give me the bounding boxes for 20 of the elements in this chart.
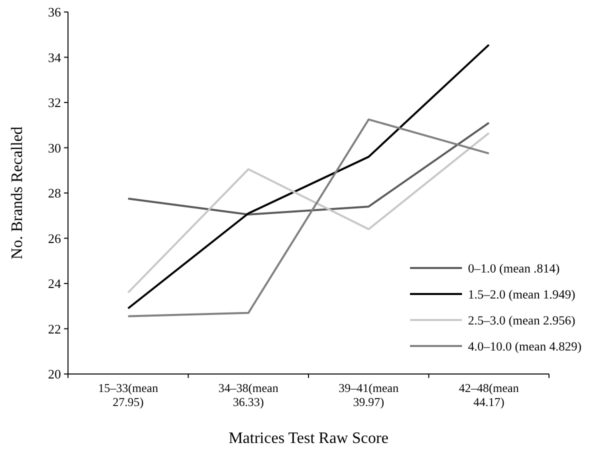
x-axis-title: Matrices Test Raw Score — [228, 430, 388, 447]
x-tick-label: 39–41(mean 39.97) — [338, 381, 399, 409]
y-tick-label: 22 — [48, 321, 61, 336]
y-tick-label: 20 — [48, 366, 61, 382]
x-tick-label: 34–38(mean 36.33) — [218, 381, 278, 409]
y-tick-label: 28 — [48, 186, 61, 201]
y-tick-label: 24 — [48, 276, 62, 292]
legend-label: 2.5–3.0 (mean 2.956) — [468, 313, 576, 328]
y-tick-label: 36 — [48, 4, 62, 20]
x-tick-label: 15–33(mean 27.95) — [98, 381, 158, 409]
y-axis-title: No. Brands Recalled — [9, 126, 26, 260]
x-tick-label: 42–48(mean 44.17) — [458, 381, 519, 409]
line-series — [127, 122, 490, 216]
y-tick-label: 34 — [48, 50, 62, 65]
legend-label: 1.5–2.0 (mean 1.949) — [468, 287, 576, 302]
y-tick-label: 30 — [48, 140, 61, 156]
legend-label: 0–1.0 (mean .814) — [468, 261, 560, 276]
y-tick-label: 26 — [48, 230, 62, 246]
y-tick-label: 32 — [48, 95, 61, 110]
legend-label: 4.0–10.0 (mean 4.829) — [468, 339, 582, 354]
